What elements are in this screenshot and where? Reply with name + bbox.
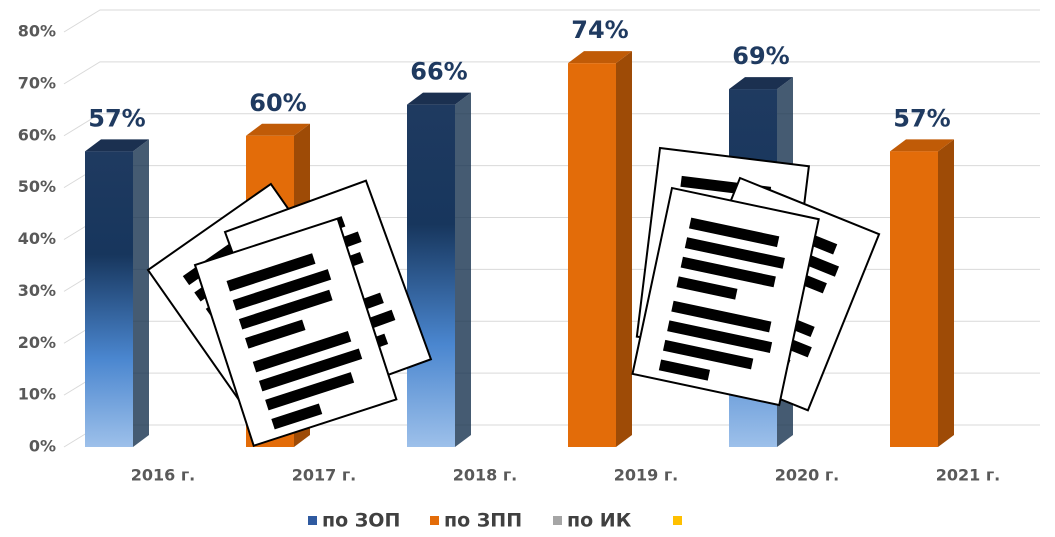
y-tick-label: 60% bbox=[18, 125, 56, 144]
legend-swatch bbox=[308, 516, 317, 525]
document-icon bbox=[148, 181, 431, 446]
bar bbox=[568, 63, 616, 447]
y-tick-label: 0% bbox=[29, 437, 56, 456]
bar-side bbox=[616, 51, 632, 447]
legend-swatch bbox=[553, 516, 562, 525]
y-tick-label: 10% bbox=[18, 385, 56, 404]
bar bbox=[85, 151, 133, 447]
bar-side bbox=[938, 139, 954, 447]
bar-side bbox=[455, 93, 471, 447]
x-tick-label: 2021 г. bbox=[936, 466, 1001, 485]
legend-label: по ИК bbox=[567, 510, 632, 532]
value-label: 60% bbox=[249, 89, 306, 117]
y-tick-label: 20% bbox=[18, 333, 56, 352]
value-label: 57% bbox=[893, 104, 950, 132]
y-tick-label: 70% bbox=[18, 73, 56, 92]
x-tick-label: 2016 г. bbox=[131, 466, 196, 485]
bar bbox=[890, 151, 938, 447]
legend-label: по ЗОП bbox=[322, 510, 400, 532]
x-tick-label: 2020 г. bbox=[775, 466, 840, 485]
y-tick-label: 50% bbox=[18, 177, 56, 196]
y-tick-label: 40% bbox=[18, 229, 56, 248]
grid-line bbox=[64, 62, 1040, 84]
value-label: 74% bbox=[571, 16, 628, 44]
x-tick-label: 2018 г. bbox=[453, 466, 518, 485]
value-label: 57% bbox=[88, 104, 145, 132]
chart: 0% 10% 20% 30% 40% 50% 60% 70% 80% 2016 г. 2017 г.… bbox=[0, 0, 1055, 537]
bar-side bbox=[133, 139, 149, 447]
bar bbox=[407, 105, 455, 447]
document-icon bbox=[632, 148, 879, 410]
x-tick-label: 2019 г. bbox=[614, 466, 679, 485]
y-tick-label: 30% bbox=[18, 281, 56, 300]
x-tick-label: 2017 г. bbox=[292, 466, 357, 485]
legend-label: по ЗПП bbox=[444, 510, 522, 532]
legend-swatch bbox=[673, 516, 682, 525]
value-label: 69% bbox=[732, 42, 789, 70]
y-tick-label: 80% bbox=[18, 22, 56, 41]
grid-line bbox=[64, 10, 1040, 32]
legend-swatch bbox=[430, 516, 439, 525]
value-label: 66% bbox=[410, 58, 467, 86]
